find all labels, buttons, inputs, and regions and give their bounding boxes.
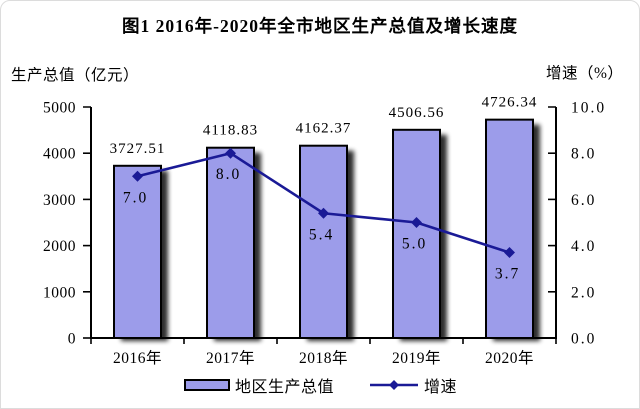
bar-value-label: 4118.83 xyxy=(203,123,258,139)
right-axis-tick-label: 4.0 xyxy=(571,238,596,255)
right-axis-tick-label: 6.0 xyxy=(571,192,596,209)
left-axis-tick-label: 0 xyxy=(68,331,76,348)
right-axis-tick-label: 0.0 xyxy=(571,331,596,348)
line-swatch-icon xyxy=(370,380,418,390)
legend-item-gdp: 地区生产总值 xyxy=(183,373,334,397)
growth-value-label: 5.4 xyxy=(309,226,334,243)
left-axis-tick-label: 1000 xyxy=(43,284,76,301)
legend-item-growth: 增速 xyxy=(368,373,457,397)
bar-value-label: 4726.34 xyxy=(482,95,538,111)
category-label: 2019年 xyxy=(392,349,441,367)
growth-value-label: 7.0 xyxy=(123,189,148,206)
left-axis-tick-label: 2000 xyxy=(43,238,76,255)
category-label: 2016年 xyxy=(113,349,162,367)
bar-2019年 xyxy=(392,128,441,339)
legend-label-growth: 增速 xyxy=(424,379,458,396)
right-axis-tick-label: 2.0 xyxy=(571,284,596,301)
bar-value-label: 4162.37 xyxy=(296,121,352,137)
growth-marker xyxy=(132,170,143,182)
left-axis-tick-label: 4000 xyxy=(43,146,76,163)
right-axis-title: 增速（%） xyxy=(546,65,624,82)
bar-value-label: 4506.56 xyxy=(389,105,445,121)
bar-value-label: 3727.51 xyxy=(110,141,166,157)
bar-2018年 xyxy=(299,144,348,339)
category-label: 2017年 xyxy=(206,349,255,367)
chart-title: 图1 2016年-2020年全市地区生产总值及增长速度 xyxy=(122,16,518,36)
bar-swatch-icon xyxy=(183,379,230,391)
left-axis-tick-label: 5000 xyxy=(43,100,76,117)
legend-label-gdp: 地区生产总值 xyxy=(234,379,334,396)
bar-2016年 xyxy=(113,164,162,339)
bar-2017年 xyxy=(206,146,255,339)
growth-value-label: 5.0 xyxy=(402,236,427,253)
category-label: 2018年 xyxy=(299,349,348,367)
right-axis-tick-label: 10.0 xyxy=(571,100,606,117)
category-label: 2020年 xyxy=(485,349,534,367)
growth-marker xyxy=(411,217,422,228)
left-axis-tick-label: 3000 xyxy=(43,192,76,209)
growth-value-label: 3.7 xyxy=(495,266,520,283)
growth-marker xyxy=(318,207,329,219)
growth-marker xyxy=(504,247,515,259)
growth-marker xyxy=(225,147,236,159)
growth-value-label: 8.0 xyxy=(216,166,241,183)
bar-2020年 xyxy=(485,118,534,339)
right-axis-tick-label: 8.0 xyxy=(571,146,596,163)
left-axis-title: 生产总值（亿元） xyxy=(11,67,140,84)
chart-legend: 地区生产总值 增速 xyxy=(1,373,639,397)
